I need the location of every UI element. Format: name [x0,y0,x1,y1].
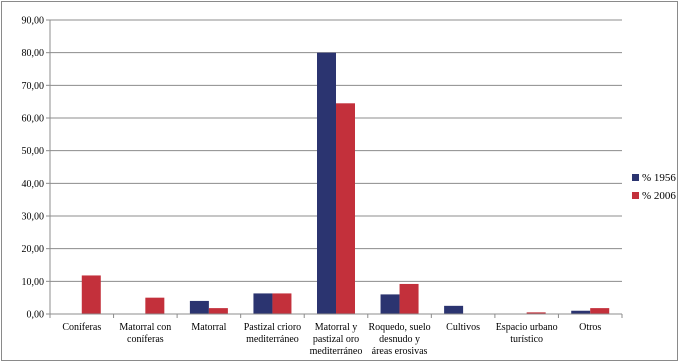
bar-2006-2 [208,308,228,314]
y-tick-label: 80,00 [22,48,45,59]
category-label: Matorral con [119,322,171,333]
y-tick-label: 30,00 [22,212,45,223]
category-label: Matorral [191,322,226,333]
legend-swatch [632,192,639,199]
category-label: Matorral y [315,322,358,333]
category-label: mediterráneo [310,346,363,357]
bar-2006-3 [272,293,292,314]
category-label: Espacio urbano [496,322,558,333]
bar-2006-7 [526,312,546,314]
bar-1956-5 [380,294,400,314]
category-label: coníferas [127,334,164,345]
category-label: Coníferas [62,322,101,333]
y-tick-label: 20,00 [22,244,45,255]
bar-2006-1 [145,297,165,314]
y-tick-label: 70,00 [22,81,45,92]
legend-label: % 1956 [642,172,676,184]
axes [46,19,623,318]
bar-1956-8 [571,310,591,314]
y-tick-label: 10,00 [22,277,45,288]
y-tick-label: 40,00 [22,179,45,190]
legend-label: % 2006 [642,190,676,202]
category-label: desnudo y [379,334,420,345]
bar-2006-0 [81,275,101,314]
category-label: áreas erosivas [372,346,428,357]
category-label: mediterráneo [246,334,299,345]
category-label: turístico [510,334,543,345]
category-label: Roquedo, suelo [368,322,430,333]
y-tick-label: 90,00 [22,16,45,27]
bar-1956-4 [317,52,336,315]
category-label: Pastizal crioro [244,322,301,333]
category-label: pastizal oro [313,334,359,345]
y-tick-label: 50,00 [22,146,45,157]
bar-2006-8 [590,308,610,314]
category-label: Cultivos [446,322,480,333]
y-tick-label: 60,00 [22,114,45,125]
bar-1956-6 [444,305,464,314]
y-axis-tick-labels: 0,00 10,00 20,00 30,00 40,00 50,00 60,00 70,00 8… [22,16,45,321]
bars [81,52,610,315]
bar-1956-2 [189,300,209,314]
category-label: Otros [579,322,601,333]
bar-1956-3 [253,293,273,314]
bar-2006-5 [399,283,419,314]
y-tick-label: 0,00 [27,310,45,321]
legend-swatch [632,174,639,181]
legend: % 1956 % 2006 [632,172,676,202]
bar-2006-4 [336,103,355,314]
